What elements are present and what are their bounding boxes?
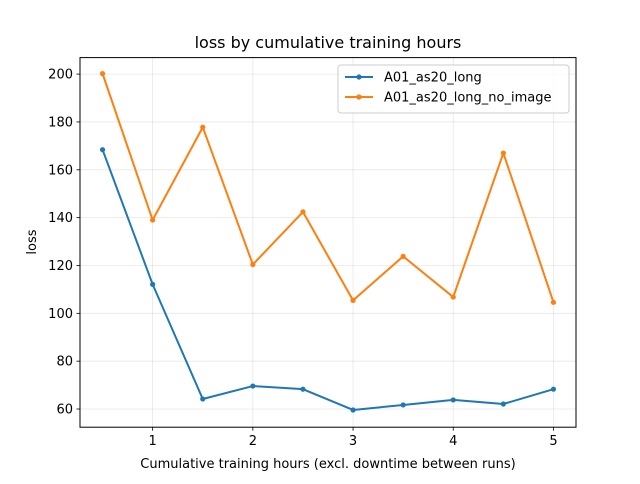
- x-axis-label: Cumulative training hours (excl. downtim…: [140, 457, 515, 472]
- y-tick-label: 60: [56, 403, 73, 418]
- data-point-A01_as20_long: [500, 401, 506, 407]
- data-point-A01_as20_long: [200, 396, 206, 402]
- data-point-A01_as20_long: [450, 397, 456, 403]
- data-point-A01_as20_long: [550, 386, 557, 392]
- x-tick-label: 4: [449, 434, 457, 449]
- data-point-A01_as20_long_no_image: [300, 209, 306, 215]
- series-layer: [99, 71, 557, 413]
- legend-label: A01_as20_long_no_image: [384, 91, 551, 106]
- x-tick-label: 1: [149, 434, 157, 449]
- data-point-A01_as20_long_no_image: [250, 261, 256, 268]
- grid: [80, 57, 576, 428]
- series-line-A01_as20_long: [101, 149, 554, 411]
- legend-box: [337, 64, 570, 114]
- data-point-A01_as20_long: [99, 147, 106, 153]
- legend-marker: [356, 74, 362, 80]
- y-tick-label: 140: [48, 211, 73, 226]
- data-point-A01_as20_long_no_image: [450, 294, 456, 300]
- x-tick-label: 5: [549, 434, 557, 449]
- ticks: 1 2 3 4 5 60 80 100 120 140 160 180 200: [48, 68, 557, 450]
- legend-label: A01_as20_long: [384, 71, 482, 86]
- y-tick-label: 80: [56, 355, 73, 370]
- chart-title: loss by cumulative training hours: [195, 33, 462, 52]
- data-point-A01_as20_long: [350, 407, 356, 413]
- y-tick-label: 200: [48, 68, 73, 83]
- series-line-A01_as20_long_no_image: [101, 73, 555, 303]
- y-axis-label: loss: [25, 229, 40, 254]
- data-point-A01_as20_long_no_image: [99, 71, 106, 77]
- data-point-A01_as20_long_no_image: [550, 299, 557, 305]
- y-tick-label: 180: [48, 115, 73, 130]
- data-point-A01_as20_long: [300, 386, 306, 392]
- axes-frame: [79, 57, 577, 428]
- y-tick-label: 120: [48, 259, 73, 274]
- data-point-A01_as20_long_no_image: [150, 217, 156, 223]
- data-point-A01_as20_long: [250, 383, 256, 389]
- legend-marker: [356, 94, 362, 100]
- data-point-A01_as20_long: [150, 281, 156, 287]
- data-point-A01_as20_long_no_image: [200, 124, 206, 130]
- data-point-A01_as20_long_no_image: [400, 253, 406, 259]
- x-tick-label: 3: [349, 434, 357, 449]
- data-point-A01_as20_long_no_image: [350, 297, 356, 304]
- data-point-A01_as20_long_no_image: [500, 150, 506, 156]
- y-tick-label: 100: [48, 307, 73, 322]
- y-tick-label: 160: [48, 163, 73, 178]
- x-tick-label: 2: [249, 434, 257, 449]
- legend: A01_as20_long A01_as20_long_no_image: [337, 64, 570, 114]
- data-point-A01_as20_long: [400, 402, 406, 408]
